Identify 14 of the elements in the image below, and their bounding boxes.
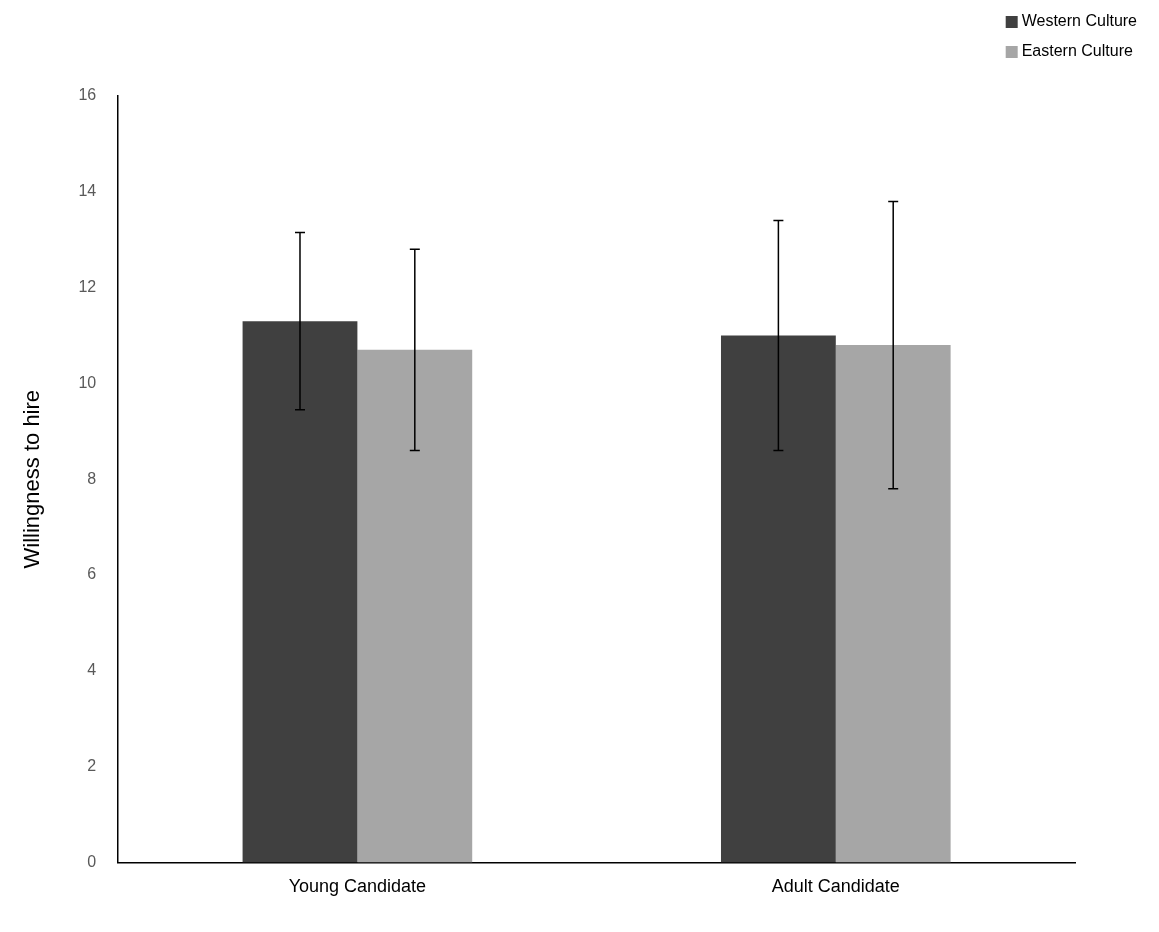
legend-label: Eastern Culture — [1021, 42, 1133, 60]
y-tick-label: 10 — [78, 373, 97, 391]
y-tick-label: 12 — [78, 278, 97, 296]
y-tick-label: 8 — [87, 469, 97, 487]
y-tick-label: 0 — [87, 852, 97, 870]
y-tick-label: 4 — [87, 661, 97, 679]
y-tick-label: 14 — [78, 182, 97, 200]
x-tick-label: Young Candidate — [288, 876, 427, 897]
y-tick-label: 16 — [78, 86, 97, 104]
y-axis-title: Willingness to hire — [19, 389, 45, 569]
y-tick-label: 6 — [87, 565, 97, 583]
x-tick-label: Adult Candidate — [771, 876, 900, 897]
y-tick-label: 2 — [87, 757, 97, 775]
legend-label: Western Culture — [1021, 12, 1138, 30]
